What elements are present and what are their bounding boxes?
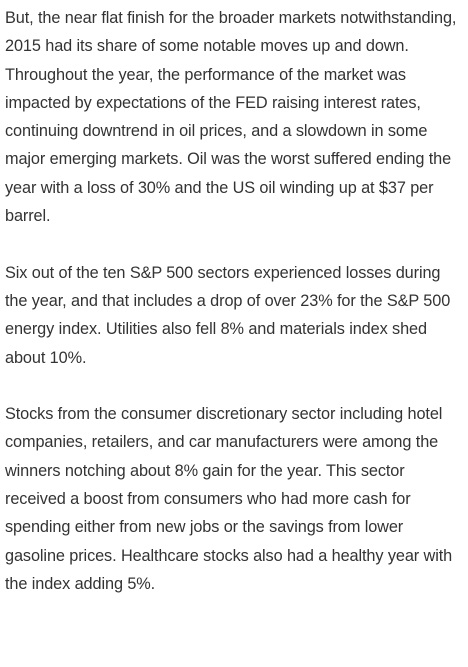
article-body: But, the near flat finish for the broade… <box>5 4 461 598</box>
paragraph-market-overview: But, the near flat finish for the broade… <box>5 9 457 226</box>
paragraph-sector-winners: Stocks from the consumer discretionary s… <box>5 405 453 593</box>
paragraph-sector-losses: Six out of the ten S&P 500 sectors exper… <box>5 263 451 367</box>
